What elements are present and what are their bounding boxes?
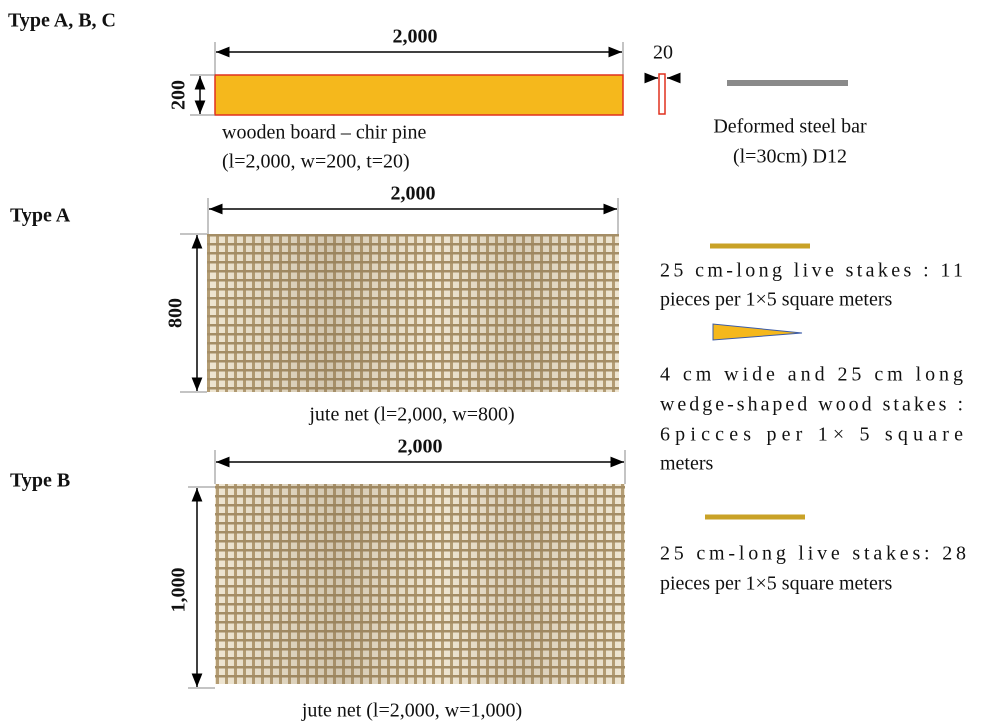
wedge-stake-icon [712, 323, 803, 341]
legend-text: wedge-shaped wood stakes : [660, 394, 963, 416]
section-label: Type A, B, C [8, 10, 116, 32]
legend-text: 25 cm-long live stakes : 11 [660, 260, 963, 282]
wooden-board [214, 74, 624, 116]
caption: wooden board – chir pine [222, 122, 427, 144]
section-label: Type A [10, 205, 71, 227]
legend-text: pieces per 1×5 square meters [660, 573, 893, 595]
caption: (l=2,000, w=200, t=20) [222, 151, 410, 173]
dimension-label: 20 [653, 42, 673, 64]
dimension-label: 2,000 [393, 26, 438, 48]
dimension-label: 800 [165, 298, 187, 328]
caption: Deformed steel bar [713, 116, 867, 138]
legend-text: pieces per 1×5 square meters [660, 289, 893, 311]
legend-text: meters [660, 453, 714, 475]
legend-text: 6picces per 1× 5 square [660, 424, 963, 446]
section-label: Type B [10, 470, 70, 492]
legend-text: 25 cm-long live stakes: 28 [660, 543, 966, 565]
dimension-label: 200 [168, 80, 190, 110]
caption: jute net (l=2,000, w=800) [308, 404, 514, 426]
board-section [658, 73, 666, 115]
dimension-label: 2,000 [398, 436, 443, 458]
caption: jute net (l=2,000, w=1,000) [301, 700, 522, 722]
jute-net-shade [215, 484, 625, 684]
dimension-label: 1,000 [168, 568, 190, 613]
dimension-label: 2,000 [391, 183, 436, 205]
jute-net-shade [207, 234, 619, 392]
legend-text: 4 cm wide and 25 cm long [660, 364, 963, 386]
caption: (l=30cm) D12 [733, 146, 847, 168]
